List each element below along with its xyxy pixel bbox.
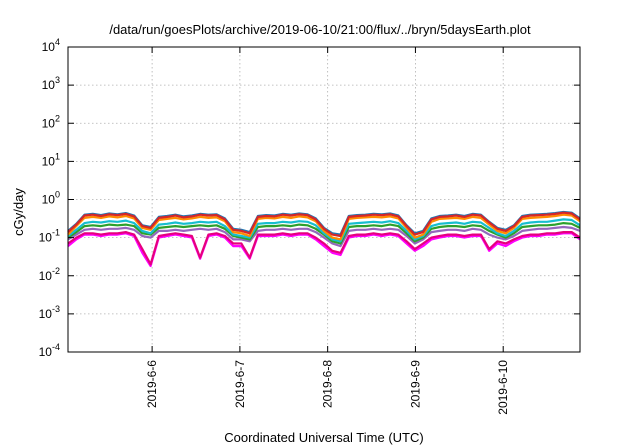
series-line: [67, 225, 581, 248]
y-tick-label: 10-4: [39, 342, 60, 359]
series-line: [67, 211, 581, 238]
series-line: [67, 213, 581, 241]
x-tick-label: 2019-6-6: [145, 360, 159, 408]
y-tick-label: 10-2: [39, 266, 60, 283]
x-axis: 2019-6-6 2019-6-7 2019-6-8 2019-6-9 2019-6-1…: [145, 47, 510, 415]
x-tick-label: 2019-6-9: [408, 360, 422, 408]
x-tick-label: 2019-6-10: [496, 360, 510, 415]
y-tick-label: 101: [42, 151, 60, 168]
y-tick-label: 10-1: [39, 228, 60, 245]
series-line: [67, 218, 581, 243]
y-tick-label: 100: [42, 190, 60, 207]
y-axis-label: cGy/day: [11, 188, 26, 236]
y-tick-label: 103: [42, 75, 60, 92]
grid: [68, 47, 580, 352]
y-tick-label: 104: [42, 37, 60, 54]
x-tick-label: 2019-6-7: [233, 360, 247, 408]
chart-title: /data/run/goesPlots/archive/2019-06-10/2…: [109, 22, 531, 37]
y-axis: 10-4 10-3 10-2 10-1 100 101 102 103 104: [39, 37, 580, 359]
x-axis-label: Coordinated Universal Time (UTC): [224, 430, 424, 445]
series-line: [67, 231, 581, 266]
series-group: [67, 210, 581, 268]
y-tick-label: 102: [42, 113, 60, 130]
y-tick-label: 10-3: [39, 304, 60, 321]
x-tick-label: 2019-6-8: [321, 360, 335, 408]
